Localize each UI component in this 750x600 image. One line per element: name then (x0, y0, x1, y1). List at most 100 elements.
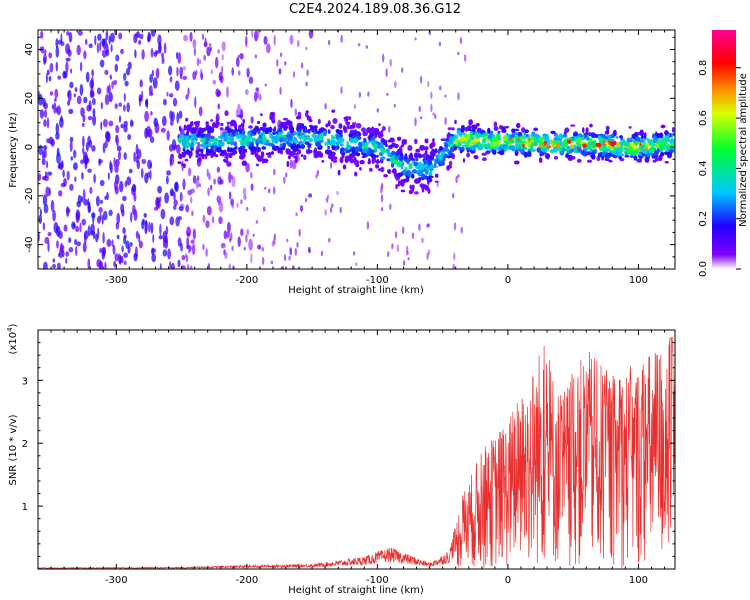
heatmap-cell (336, 145, 340, 150)
heatmap-cell (539, 136, 544, 142)
heatmap-cell (127, 61, 132, 70)
heatmap-cell (192, 137, 195, 141)
heatmap-cell (216, 122, 220, 125)
heatmap-cell (313, 130, 317, 135)
heatmap-cell (100, 101, 103, 110)
heatmap-cell (80, 159, 85, 165)
heatmap-cell (85, 71, 90, 83)
heatmap-cell (159, 263, 162, 269)
heatmap-cell (41, 150, 45, 161)
heatmap-cell (640, 132, 644, 136)
heatmap-cell (46, 69, 50, 76)
heatmap-cell (167, 248, 172, 260)
heatmap-cell (52, 209, 56, 222)
heatmap-cell (61, 249, 65, 258)
heatmap-cell (591, 132, 596, 138)
heatmap-cell (256, 91, 259, 100)
heatmap-cell (68, 237, 72, 244)
heatmap-cell (134, 49, 137, 59)
heatmap-cell (363, 137, 367, 143)
heatmap-cell (605, 125, 610, 130)
heatmap-cell (195, 150, 199, 155)
heatmap-cell (307, 143, 312, 149)
colorbar-tick-label: 0.2 (698, 211, 709, 227)
heatmap-cell (185, 204, 190, 213)
heatmap-cell (468, 147, 472, 151)
heatmap-cell (302, 128, 308, 133)
y-tick-label: 40 (24, 43, 35, 56)
heatmap-cell (339, 129, 343, 134)
heatmap-cell (289, 159, 293, 169)
heatmap-cell (317, 141, 321, 148)
heatmap-cell (409, 152, 413, 158)
heatmap-cell (458, 146, 462, 151)
heatmap-cell (330, 134, 334, 141)
heatmap-cell (461, 147, 465, 151)
heatmap-cell (339, 206, 342, 214)
heatmap-cell (125, 67, 131, 76)
heatmap-cell (56, 152, 61, 164)
heatmap-cell (457, 51, 460, 56)
heatmap-cell (455, 138, 459, 145)
heatmap-cell (327, 120, 331, 127)
heatmap-cell (300, 62, 304, 69)
heatmap-cell (304, 198, 308, 203)
heatmap-cell (296, 145, 302, 149)
heatmap-cell (155, 50, 159, 55)
heatmap-cell (227, 127, 232, 134)
heatmap-cell (82, 242, 87, 253)
heatmap-cell (249, 141, 254, 148)
heatmap-cell (448, 143, 453, 148)
heatmap-cell (99, 212, 102, 220)
heatmap-cell (271, 240, 275, 247)
heatmap-cell (656, 133, 660, 139)
heatmap-cell (150, 48, 154, 58)
heatmap-cell (247, 133, 251, 139)
heatmap-cell (262, 127, 267, 132)
heatmap-cell (481, 157, 487, 162)
heatmap-cell (317, 118, 321, 125)
heatmap-cell (401, 139, 408, 143)
heatmap-cell (396, 244, 399, 253)
heatmap-cell (615, 136, 619, 139)
heatmap-cell (200, 138, 205, 143)
heatmap-cell (57, 164, 61, 169)
heatmap-cell (60, 245, 65, 250)
heatmap-cell (106, 192, 109, 201)
heatmap-cell (138, 233, 141, 243)
snr-y-label: SNR (10 * v/v) (8, 414, 19, 485)
heatmap-cell (292, 142, 297, 148)
heatmap-cell (414, 152, 418, 158)
snr-panel: -300 -200 -100 0 100 1 2 3 Height of straight … (6, 323, 676, 596)
heatmap-cell (329, 206, 333, 213)
heatmap-cell (453, 222, 457, 231)
heatmap-cell (135, 230, 139, 239)
heatmap-cell (332, 159, 338, 164)
heatmap-cell (73, 149, 77, 159)
x-tick-label: 0 (505, 275, 511, 286)
heatmap-cell (397, 136, 402, 141)
heatmap-cell (336, 138, 342, 145)
heatmap-cell (230, 119, 236, 125)
heatmap-cell (516, 122, 521, 129)
heatmap-cell (231, 150, 236, 156)
heatmap-cell (257, 155, 263, 162)
heatmap-cell (366, 221, 370, 230)
heatmap-cell (632, 145, 637, 150)
heatmap-cell (541, 147, 548, 153)
heatmap-cell (280, 149, 283, 155)
heatmap-cell (453, 252, 456, 261)
heatmap-cell (434, 180, 439, 183)
heatmap-cell (400, 144, 404, 148)
heatmap-cell (47, 241, 50, 253)
heatmap-cell (421, 173, 425, 178)
heatmap-cell (427, 158, 431, 164)
heatmap-cell (183, 165, 186, 169)
heatmap-cell (200, 143, 205, 147)
heatmap-cell (436, 181, 439, 188)
heatmap-cell (291, 265, 295, 269)
heatmap-cell (123, 120, 128, 128)
heatmap-cell (327, 139, 331, 144)
heatmap-cell (621, 140, 625, 143)
heatmap-cell (644, 156, 650, 163)
